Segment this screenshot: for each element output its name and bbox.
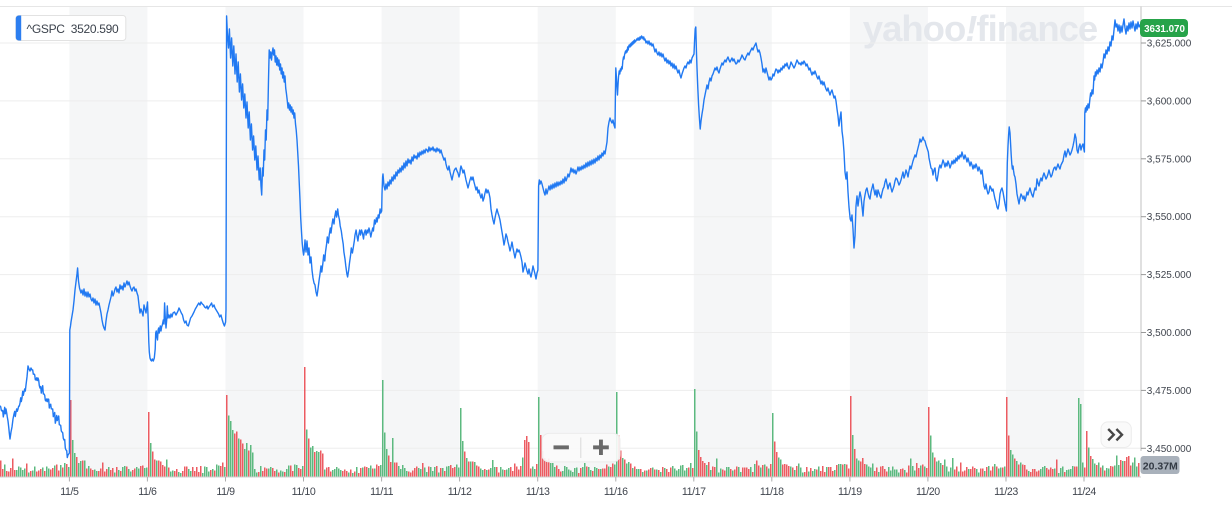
svg-text:11/10: 11/10 xyxy=(292,486,316,498)
svg-text:11/9: 11/9 xyxy=(216,486,235,498)
svg-text:11/16: 11/16 xyxy=(604,486,628,498)
svg-text:^GSPC 3520.590: ^GSPC 3520.590 xyxy=(27,22,119,36)
svg-text:3,550.000: 3,550.000 xyxy=(1147,212,1192,223)
svg-text:3631.070: 3631.070 xyxy=(1144,24,1185,35)
svg-text:11/24: 11/24 xyxy=(1072,486,1096,498)
svg-text:11/5: 11/5 xyxy=(60,486,79,498)
svg-text:11/18: 11/18 xyxy=(760,486,784,498)
svg-text:11/13: 11/13 xyxy=(526,486,550,498)
svg-text:3,450.000: 3,450.000 xyxy=(1147,444,1192,455)
svg-text:yahoo!finance: yahoo!finance xyxy=(863,8,1098,49)
svg-text:11/19: 11/19 xyxy=(838,486,862,498)
svg-text:3,600.000: 3,600.000 xyxy=(1147,96,1192,107)
svg-text:11/12: 11/12 xyxy=(448,486,472,498)
svg-text:20.37M: 20.37M xyxy=(1143,461,1178,473)
svg-text:11/11: 11/11 xyxy=(370,486,393,498)
svg-text:3,625.000: 3,625.000 xyxy=(1147,39,1192,50)
svg-text:3,525.000: 3,525.000 xyxy=(1147,270,1192,281)
svg-text:3,500.000: 3,500.000 xyxy=(1147,328,1192,339)
svg-text:3,575.000: 3,575.000 xyxy=(1147,154,1192,165)
svg-text:11/17: 11/17 xyxy=(682,486,706,498)
svg-text:3,475.000: 3,475.000 xyxy=(1147,386,1192,397)
svg-text:11/20: 11/20 xyxy=(916,486,940,498)
svg-text:11/6: 11/6 xyxy=(138,486,157,498)
svg-text:11/23: 11/23 xyxy=(994,486,1018,498)
